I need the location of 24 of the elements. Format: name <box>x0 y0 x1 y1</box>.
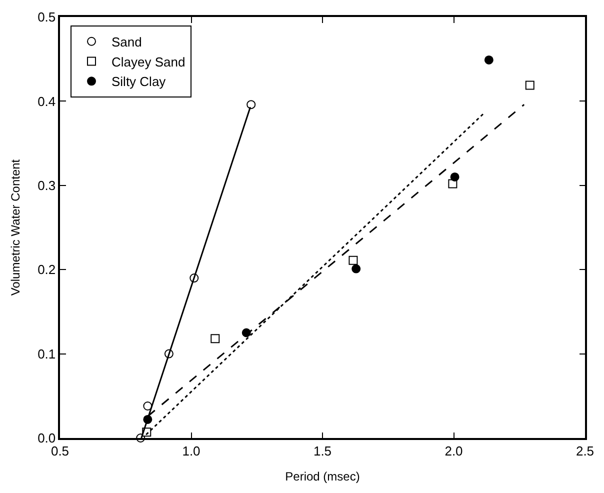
y-tick-label: 0.4 <box>38 94 56 109</box>
y-tick-label: 0.3 <box>38 178 56 193</box>
x-tick-label: 2.0 <box>444 443 463 458</box>
y-tick-label: 0.0 <box>38 430 56 446</box>
legend-label: Clayey Sand <box>112 54 186 70</box>
point <box>484 55 494 64</box>
y-tick-label: 0.1 <box>38 346 56 362</box>
y-tick-label: 0.2 <box>38 262 56 278</box>
x-tick-label: 0.5 <box>50 443 70 458</box>
legend-label: Sand <box>112 34 142 50</box>
point <box>352 264 361 274</box>
y-tick-label: 0.5 <box>38 10 56 25</box>
point <box>143 402 152 410</box>
x-axis-title: Period (msec) <box>285 470 360 484</box>
y-axis-title: Volumetric Water Content <box>8 158 22 296</box>
x-tick-label: 2.5 <box>576 443 594 458</box>
point <box>246 100 256 110</box>
x-tick-label: 1.5 <box>313 443 332 458</box>
legend-label: Silty Clay <box>112 74 166 90</box>
point <box>450 172 460 182</box>
x-tick-label: 1.0 <box>182 443 200 458</box>
point <box>210 334 220 344</box>
point <box>348 256 358 265</box>
point <box>525 80 534 90</box>
